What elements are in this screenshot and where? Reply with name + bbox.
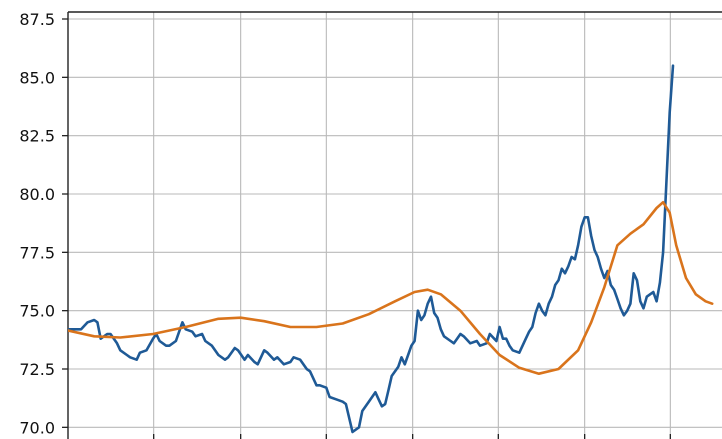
series-line-blue [68, 64, 675, 434]
y-tick-label: 85.0 [19, 68, 55, 87]
grid-lines [68, 12, 722, 439]
y-tick-label: 80.0 [19, 185, 55, 204]
y-tick-label: 72.5 [19, 360, 55, 379]
series-line-orange [68, 200, 714, 375]
y-tick-label: 77.5 [19, 243, 55, 262]
y-axis-ticks: 70.0 72.5 75.0 77.5 80.0 82.5 85.0 87.5 [19, 10, 671, 439]
series-lines [68, 64, 714, 434]
y-tick-label: 70.0 [19, 418, 55, 437]
y-tick-label: 75.0 [19, 302, 55, 321]
y-tick-label: 87.5 [19, 10, 55, 29]
y-tick-label: 82.5 [19, 127, 55, 146]
axes [67, 11, 722, 439]
